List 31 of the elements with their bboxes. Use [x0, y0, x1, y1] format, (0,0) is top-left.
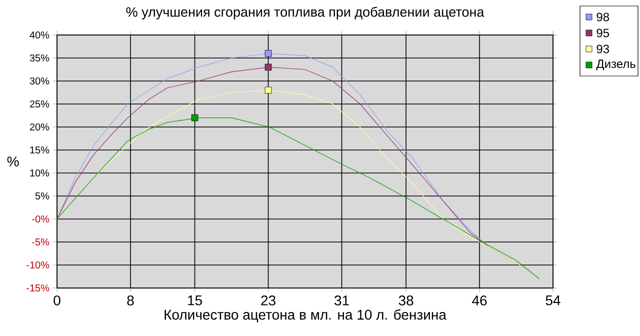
y-tick-label: -5%: [32, 238, 50, 246]
legend-label: 93: [596, 44, 610, 54]
y-tick-label: -15%: [26, 284, 50, 292]
y-tick-label: 30%: [30, 77, 50, 85]
x-tick-label: 46: [472, 296, 487, 306]
x-tick-label: 23: [261, 296, 276, 306]
point: [264, 50, 272, 57]
point: [191, 114, 198, 122]
x-tick-label: 31: [334, 296, 349, 306]
y-tick-label: -0%: [32, 215, 50, 223]
point: [264, 64, 272, 71]
y-tick-label: 25%: [30, 100, 50, 108]
y-tick-label: -10%: [26, 261, 50, 269]
y-tick-label: 5%: [35, 192, 50, 200]
y-tick-label: 35%: [30, 54, 50, 62]
y-axis-title: %: [7, 156, 19, 166]
chart-title: % улучшения сгорания топлива при добавлении ацетона: [126, 6, 484, 20]
y-tick-label: 15%: [30, 146, 50, 154]
legend-label: 95: [596, 28, 610, 38]
y-tick-label: 10%: [30, 169, 50, 177]
x-tick-label: 38: [398, 296, 414, 306]
x-tick-label: 0: [54, 296, 60, 306]
y-tick-label: 40%: [30, 31, 50, 39]
x-axis-title: Количество ацетона в мл. на 10 л. бензина: [164, 309, 446, 322]
x-tick-label: 54: [546, 296, 560, 306]
x-tick-label: 8: [127, 296, 134, 306]
legend-label: 98: [596, 12, 610, 22]
point: [264, 86, 272, 94]
x-tick-label: 15: [188, 296, 202, 306]
legend-label: Дизель: [596, 60, 636, 70]
y-tick-label: 20%: [30, 123, 50, 131]
